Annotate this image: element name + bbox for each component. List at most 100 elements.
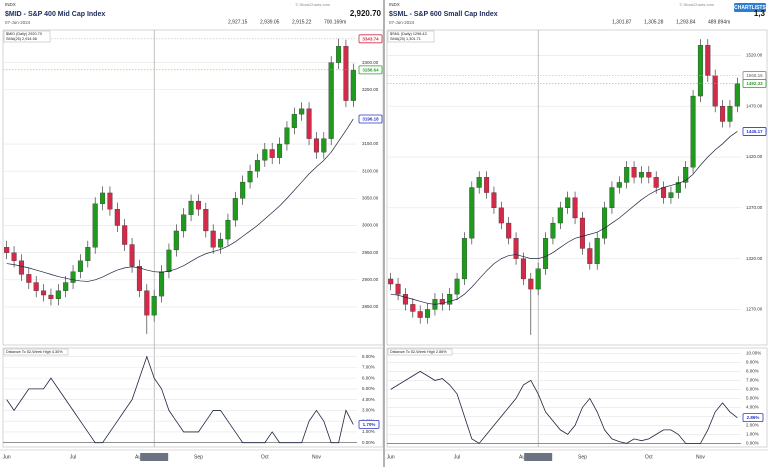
- chartlists-label: CHARTLISTS: [734, 5, 766, 11]
- candle-body: [638, 172, 644, 178]
- legend-box: [387, 348, 453, 356]
- x-tick-label: Jun: [3, 455, 11, 461]
- candle-body: [277, 143, 283, 158]
- quote-value: 1,301.87: [612, 19, 632, 25]
- candle-body: [107, 192, 113, 210]
- indicator-panel: [2, 347, 384, 448]
- candle-body: [565, 197, 571, 208]
- x-tick-label: Nov: [312, 455, 321, 461]
- candle-body: [336, 46, 342, 63]
- candle-body: [269, 149, 275, 158]
- candle-body: [683, 167, 689, 183]
- quote-value: 700.169m: [324, 19, 346, 25]
- distance-line: [390, 370, 738, 444]
- candle-body: [33, 282, 39, 291]
- candle-body: [313, 138, 319, 153]
- candle-body: [520, 258, 526, 280]
- marker-box: [742, 79, 767, 88]
- y-tick-label: 3300.00: [362, 60, 379, 65]
- chart-title: $MID - S&P 400 Mid Cap Index: [5, 11, 105, 18]
- y-tick-label: 1370.00: [746, 205, 763, 210]
- y-tick-label: 1320.00: [746, 256, 763, 261]
- candle-body: [77, 260, 83, 272]
- marker-label: 1500.15: [746, 73, 763, 78]
- exchange: INDX: [389, 2, 400, 7]
- candle-body: [159, 271, 165, 297]
- candle-body: [425, 309, 431, 318]
- x-tick-label: Jul: [454, 455, 460, 461]
- legend-entry: Distance To 52-Week High 2.86%: [390, 350, 447, 354]
- candle-body: [4, 247, 10, 253]
- y-tick-label: 5.00%: [362, 386, 375, 391]
- candle-body: [454, 278, 460, 295]
- candle-body: [491, 192, 497, 208]
- marker-label: 1.70%: [363, 422, 376, 427]
- candle-body: [41, 290, 47, 296]
- candle-body: [609, 187, 615, 208]
- sma-line: [6, 118, 354, 282]
- candle-body: [668, 192, 674, 198]
- y-tick-label: 9.00%: [746, 360, 759, 365]
- watermark: © StockCharts.com: [295, 2, 330, 7]
- legend-entry: $SML (Daily) 1296.43: [390, 32, 427, 36]
- candle-body: [181, 214, 187, 232]
- candle-body: [476, 177, 482, 188]
- candle-body: [675, 182, 681, 193]
- marker-box: [358, 34, 383, 44]
- candle-body: [661, 187, 667, 198]
- chart-date: 07-Jun-2024: [389, 20, 415, 25]
- chartlists-badge[interactable]: [734, 3, 766, 12]
- marker-box: [742, 127, 767, 136]
- x-tick-label: Aug: [135, 455, 144, 461]
- y-tick-label: 1520.00: [746, 53, 763, 58]
- candle-body: [218, 238, 224, 248]
- candle-body: [579, 217, 585, 249]
- candle-body: [210, 230, 216, 248]
- crosshair-box: [140, 453, 169, 461]
- y-tick-label: 1270.00: [746, 307, 763, 312]
- y-tick-label: 1420.00: [746, 154, 763, 159]
- marker-box: [358, 65, 383, 75]
- candle-body: [447, 294, 453, 305]
- candle-body: [469, 187, 475, 239]
- y-tick-label: 6.00%: [746, 387, 759, 392]
- y-tick-label: 8.00%: [746, 369, 759, 374]
- x-tick-label: Sep: [578, 455, 587, 461]
- x-tick-label: Aug: [519, 455, 528, 461]
- candle-body: [720, 106, 726, 122]
- candle-body: [653, 177, 659, 188]
- x-tick-label: Sep: [194, 455, 203, 461]
- candle-body: [262, 149, 268, 161]
- candle-body: [166, 249, 172, 272]
- marker-box: [742, 413, 764, 423]
- candle-body: [55, 290, 61, 299]
- candle-body: [306, 108, 312, 139]
- candle-body: [26, 274, 32, 283]
- candle-body: [594, 238, 600, 264]
- y-tick-label: 2850.00: [362, 304, 379, 309]
- candle-body: [572, 197, 578, 219]
- candle-body: [557, 207, 563, 224]
- y-tick-label: 1.00%: [746, 432, 759, 437]
- y-tick-label: 7.00%: [746, 378, 759, 383]
- candle-body: [646, 172, 652, 178]
- candle-body: [18, 260, 24, 275]
- watermark: © StockCharts.com: [679, 2, 714, 7]
- candle-body: [247, 171, 253, 183]
- candle-body: [321, 138, 327, 153]
- y-tick-label: 10.00%: [746, 351, 761, 356]
- y-tick-label: 7.00%: [362, 365, 375, 370]
- candle-body: [328, 62, 334, 139]
- exchange: INDX: [5, 2, 16, 7]
- legend-entry: SMA(25) 2,914.56: [6, 37, 37, 41]
- candle-body: [727, 106, 733, 122]
- x-tick-label: Oct: [645, 455, 653, 461]
- candle-body: [136, 266, 142, 291]
- candle-body: [461, 238, 467, 280]
- quote-value: 1,293.84: [676, 19, 696, 25]
- candle-body: [129, 244, 135, 267]
- quote-value: 2,927.15: [228, 19, 248, 25]
- candle-body: [92, 203, 98, 248]
- candle-body: [402, 294, 408, 305]
- y-tick-label: 3100.00: [362, 168, 379, 173]
